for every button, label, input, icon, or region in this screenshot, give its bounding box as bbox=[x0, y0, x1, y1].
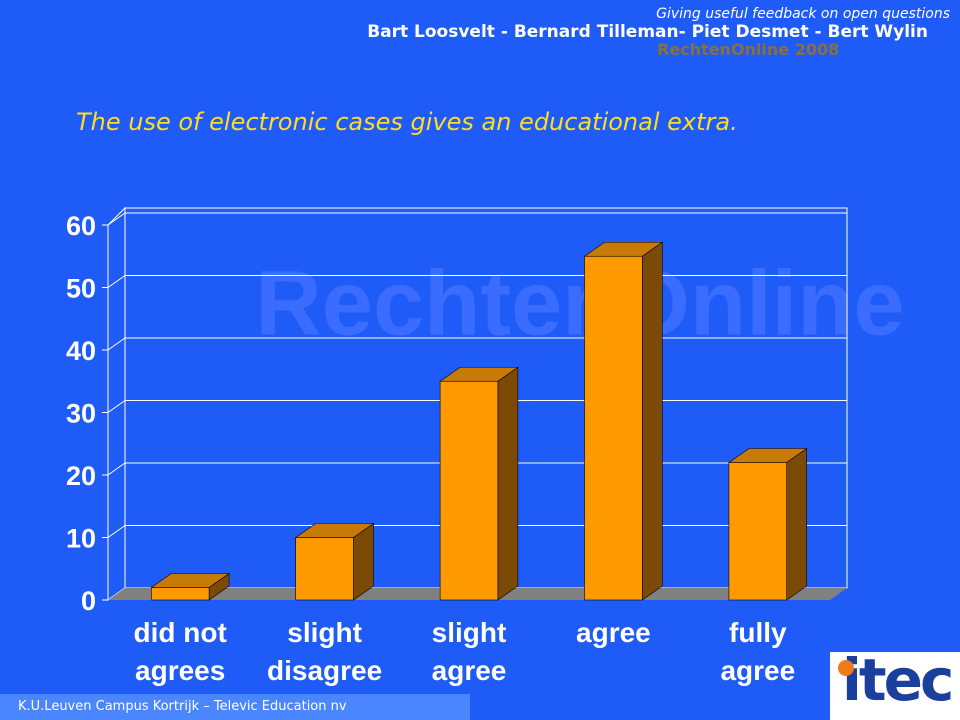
y-tick-label: 30 bbox=[66, 399, 96, 429]
y-tick-label: 50 bbox=[66, 274, 96, 304]
logo-text: itec bbox=[842, 646, 954, 714]
bar bbox=[728, 462, 787, 601]
footer: K.U.Leuven Campus Kortrijk – Televic Edu… bbox=[0, 694, 470, 720]
logo: itec bbox=[830, 646, 960, 720]
bar-side bbox=[497, 366, 519, 601]
grid-line bbox=[107, 212, 847, 226]
subtitle: Giving useful feedback on open questions bbox=[656, 6, 950, 22]
watermark: RechtenOnline bbox=[255, 252, 904, 354]
y-tick-label: 60 bbox=[66, 211, 96, 241]
bar bbox=[439, 380, 499, 601]
event: RechtenOnline 2008 bbox=[657, 40, 840, 59]
x-tick-label: fully agree bbox=[720, 617, 796, 686]
bar bbox=[584, 255, 643, 601]
bar bbox=[295, 537, 354, 601]
bar bbox=[151, 587, 210, 601]
x-tick-label: agree bbox=[576, 617, 651, 648]
bar-side bbox=[786, 447, 807, 601]
y-tick-label: 10 bbox=[66, 524, 96, 554]
y-tick-label: 40 bbox=[66, 336, 96, 366]
x-tick-label: slight agree bbox=[431, 617, 507, 686]
y-tick-label: 0 bbox=[81, 586, 96, 616]
side-wall bbox=[107, 206, 126, 601]
chart-title: The use of electronic cases gives an edu… bbox=[76, 108, 738, 136]
authors: Bart Loosvelt - Bernard Tilleman- Piet D… bbox=[367, 22, 928, 42]
x-tick-label: slight disagree bbox=[267, 617, 383, 686]
x-tick-label: did not agrees bbox=[133, 617, 227, 686]
y-tick-label: 20 bbox=[66, 461, 96, 491]
logo-dot bbox=[838, 660, 854, 676]
bar-side bbox=[641, 241, 663, 601]
